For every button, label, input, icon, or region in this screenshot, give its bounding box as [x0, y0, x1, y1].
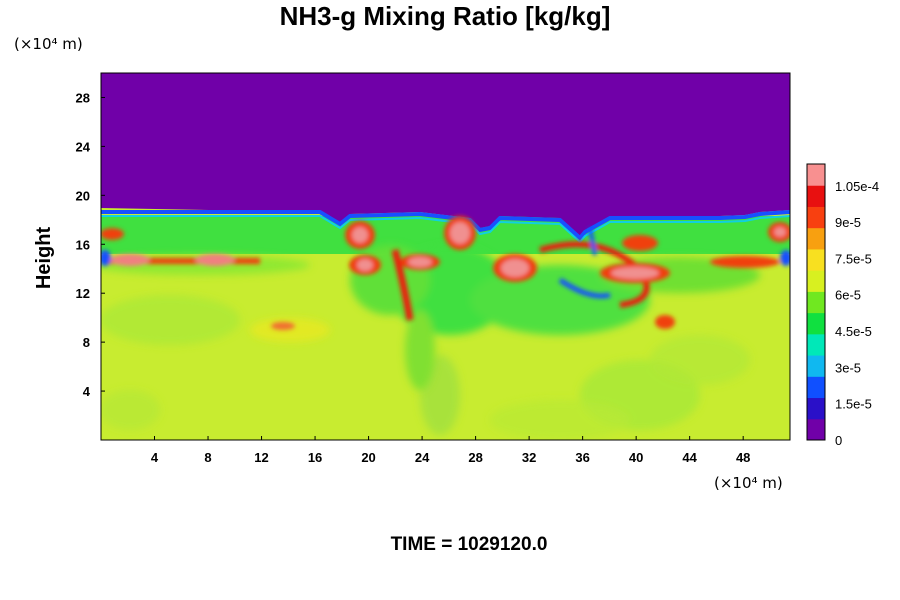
- heatmap-field: [101, 73, 790, 440]
- x-tick-label: 20: [361, 450, 375, 465]
- colorbar-swatch: [807, 248, 825, 271]
- x-tick-label: 40: [629, 450, 643, 465]
- colorbar-swatch: [807, 397, 825, 420]
- colorbar-swatch: [807, 312, 825, 335]
- field-top-zero: [101, 73, 790, 236]
- y-axis-label: Height: [33, 227, 55, 290]
- y-tick-label: 16: [76, 237, 90, 252]
- x-tick-label: 32: [522, 450, 536, 465]
- y-tick-label: 20: [76, 188, 90, 203]
- colorbar-swatch: [807, 164, 825, 186]
- x-tick-label: 36: [575, 450, 589, 465]
- colorbar-swatch: [807, 185, 825, 207]
- colorbar-label: 1.05e-4: [835, 179, 879, 194]
- y-tick-label: 24: [76, 139, 91, 154]
- field-lower-patches: [101, 295, 750, 440]
- colorbar-swatch: [807, 418, 825, 441]
- colorbar: 0 1.5e-5 3e-5 4.5e-5 6e-5 7.5e-5 9e-5 1.05e-4: [806, 163, 879, 448]
- colorbar-label: 3e-5: [835, 360, 861, 375]
- x-axis-unit: (×10⁴ m): [714, 474, 783, 492]
- colorbar-label: 7.5e-5: [835, 251, 872, 266]
- x-tick-label: 8: [204, 450, 211, 465]
- colorbar-swatch: [807, 333, 825, 356]
- chart-title: NH3-g Mixing Ratio [kg/kg]: [280, 1, 611, 31]
- colorbar-label: 0: [835, 433, 842, 448]
- y-tick-label: 28: [76, 90, 90, 105]
- colorbar-label: 1.5e-5: [835, 397, 872, 412]
- y-axis-unit: (×10⁴ m): [14, 35, 83, 53]
- y-tick-label: 12: [76, 286, 90, 301]
- y-tick-label: 8: [83, 335, 90, 350]
- colorbar-swatch: [807, 206, 825, 229]
- colorbar-swatch: [807, 355, 825, 377]
- x-tick-label: 44: [682, 450, 697, 465]
- colorbar-label: 4.5e-5: [835, 324, 872, 339]
- x-tick-label: 28: [468, 450, 482, 465]
- colorbar-label: 9e-5: [835, 215, 861, 230]
- time-label: TIME = 1029120.0: [391, 534, 548, 555]
- colorbar-swatch: [807, 376, 825, 399]
- colorbar-swatch: [807, 270, 825, 292]
- colorbar-swatch: [807, 227, 825, 250]
- x-tick-label: 16: [308, 450, 322, 465]
- colorbar-label: 6e-5: [835, 288, 861, 303]
- field-blue-boundary: [101, 210, 790, 241]
- colorbar-swatch: [807, 291, 825, 314]
- y-axis-ticks: 4 8 12 16 20 24 28: [76, 90, 105, 399]
- colorbar-frame: [806, 163, 826, 441]
- y-tick-label: 4: [83, 384, 91, 399]
- plot-frame: [100, 72, 791, 441]
- x-tick-label: 24: [415, 450, 430, 465]
- field-red-filaments: [101, 216, 790, 330]
- field-cyan-boundary: [101, 215, 790, 244]
- x-tick-label: 48: [736, 450, 750, 465]
- x-tick-label: 12: [254, 450, 268, 465]
- x-tick-label: 4: [151, 450, 159, 465]
- x-axis-ticks: 4 8 12 16 20 24 28 32 36 40 44 48: [151, 436, 750, 465]
